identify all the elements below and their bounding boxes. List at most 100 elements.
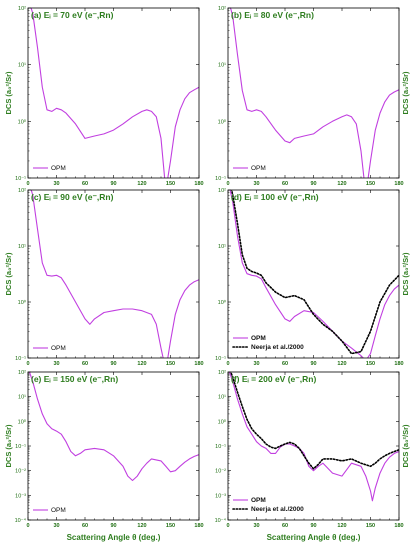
y-tick-label: 10⁻³ (215, 493, 226, 499)
x-tick-label: 150 (366, 361, 375, 367)
legend-label: OPM (51, 507, 66, 514)
x-tick-label: 0 (226, 361, 229, 367)
x-tick-label: 0 (26, 523, 29, 529)
x-tick-label: 30 (253, 181, 259, 187)
series-line-neerja (229, 372, 399, 470)
series-line-neerja (230, 190, 399, 355)
y-tick-label: 10⁻¹ (15, 444, 26, 450)
panel-title: (c) Eᵢ = 90 eV (e⁻,Rn) (31, 192, 114, 202)
y-tick-label: 10² (18, 6, 26, 12)
x-tick-label: 60 (82, 181, 88, 187)
x-tick-label: 0 (26, 181, 29, 187)
plot-frame (27, 7, 200, 179)
x-tick-label: 90 (310, 361, 316, 367)
panel-f: 0 30 60 90 120 150 180 10⁻⁴ 10⁻³ 10⁻² 10⁻¹ 10⁰ 10¹ 10… (215, 370, 410, 542)
x-axis-label: Scattering Angle θ (deg.) (267, 533, 361, 542)
x-tick-label: 90 (310, 181, 316, 187)
x-tick-label: 90 (110, 523, 116, 529)
panel-d: 0 30 60 90 120 150 180 10⁻¹ 10⁰ 10¹ 10² (d) Eᵢ = 10… (215, 188, 410, 367)
y-tick-label: 10¹ (18, 244, 26, 250)
plot-frame (227, 7, 400, 179)
series-line-opm (229, 190, 399, 358)
x-tick-label: 30 (53, 181, 59, 187)
y-tick-label: 10¹ (218, 63, 226, 69)
y-tick-label: 10⁻⁴ (215, 517, 227, 524)
y-tick-label: 10⁻¹ (215, 356, 226, 362)
y-tick-label: 10² (218, 188, 226, 194)
y-tick-label: 10² (218, 370, 226, 376)
x-tick-label: 30 (253, 523, 259, 529)
y-tick-label: 10¹ (218, 395, 226, 401)
y-tick-label: 10¹ (18, 395, 26, 401)
plot-frame (227, 189, 400, 359)
x-tick-label: 0 (26, 361, 29, 367)
x-tick-label: 150 (166, 181, 175, 187)
legend-label: Neerja et al./2000 (251, 506, 304, 513)
x-tick-label: 120 (137, 181, 146, 187)
y-axis-label: DCS (a₀²/Sr) (4, 71, 13, 114)
y-tick-label: 10⁻² (215, 469, 226, 475)
x-tick-label: 180 (394, 523, 403, 529)
x-axis-label: Scattering Angle θ (deg.) (67, 533, 161, 542)
x-tick-label: 0 (226, 523, 229, 529)
panel-title: (e) Eᵢ = 150 eV (e⁻,Rn) (31, 374, 118, 384)
legend-label: OPM (51, 165, 66, 172)
legend-label: Neerja et al./2000 (251, 344, 304, 351)
y-axis-label: DCS (a₀²/Sr) (4, 424, 13, 467)
x-tick-label: 30 (253, 361, 259, 367)
y-tick-label: 10⁻¹ (215, 444, 226, 450)
y-tick-label: 10² (218, 6, 226, 12)
y-tick-label: 10⁰ (18, 299, 27, 306)
x-tick-label: 180 (194, 361, 203, 367)
panel-c: 0 30 60 90 120 150 180 10⁻¹ 10⁰ 10¹ 10² (c) Eᵢ = 90… (4, 188, 204, 367)
x-tick-label: 30 (53, 523, 59, 529)
y-tick-label: 10⁻¹ (15, 356, 26, 362)
x-tick-label: 90 (310, 523, 316, 529)
x-tick-label: 150 (166, 523, 175, 529)
panel-title: (f) Eᵢ = 200 eV (e⁻,Rn) (231, 374, 316, 384)
panel-title: (b) Eᵢ = 80 eV (e⁻,Rn) (231, 10, 314, 20)
legend-label: OPM (251, 335, 266, 342)
x-tick-label: 180 (194, 181, 203, 187)
x-tick-label: 120 (337, 361, 346, 367)
x-tick-label: 120 (137, 523, 146, 529)
x-tick-label: 150 (366, 181, 375, 187)
y-tick-label: 10⁰ (18, 118, 27, 125)
y-tick-label: 10² (18, 370, 26, 376)
panel-b: 0 30 60 90 120 150 180 10⁻¹ 10⁰ 10¹ 10² (b) Eᵢ = 80… (215, 6, 410, 187)
x-tick-label: 60 (282, 523, 288, 529)
panel-a: 0 30 60 90 120 150 180 10⁻¹ 10⁰ 10¹ 10² (a) Eᵢ = 70… (4, 6, 204, 187)
panel-e: 0 30 60 90 120 150 180 10⁻⁴ 10⁻³ 10⁻² 10⁻¹ 10⁰ 10¹ 10… (4, 370, 204, 542)
x-tick-label: 180 (394, 361, 403, 367)
x-tick-label: 180 (194, 523, 203, 529)
y-tick-label: 10⁻⁴ (15, 517, 27, 524)
x-tick-label: 0 (226, 181, 229, 187)
legend-label: OPM (251, 165, 266, 172)
panel-title: (a) Eᵢ = 70 eV (e⁻,Rn) (31, 10, 114, 20)
x-tick-label: 120 (337, 181, 346, 187)
x-tick-label: 90 (110, 361, 116, 367)
y-tick-label: 10⁻¹ (15, 176, 26, 182)
series-line-opm (30, 8, 199, 178)
y-axis-label: DCS (a₀²/Sr) (4, 252, 13, 295)
y-tick-label: 10¹ (18, 63, 26, 69)
legend-label: OPM (251, 497, 266, 504)
series-line-opm (30, 190, 199, 358)
x-tick-label: 30 (53, 361, 59, 367)
x-tick-label: 60 (282, 361, 288, 367)
panel-title: (d) Eᵢ = 100 eV (e⁻,Rn) (231, 192, 319, 202)
y-tick-label: 10⁻² (15, 469, 26, 475)
x-tick-label: 120 (337, 523, 346, 529)
x-tick-label: 150 (166, 361, 175, 367)
y-tick-label: 10⁰ (218, 118, 227, 125)
y-tick-label: 10⁰ (18, 418, 27, 425)
x-tick-label: 60 (82, 361, 88, 367)
y-tick-label: 10⁰ (218, 299, 227, 306)
series-line-opm (229, 8, 399, 178)
y-axis-label: DCS (a₀²/Sr) (401, 71, 410, 114)
series-line-opm (228, 372, 399, 502)
x-tick-label: 120 (137, 361, 146, 367)
x-tick-label: 180 (394, 181, 403, 187)
x-tick-label: 90 (110, 181, 116, 187)
